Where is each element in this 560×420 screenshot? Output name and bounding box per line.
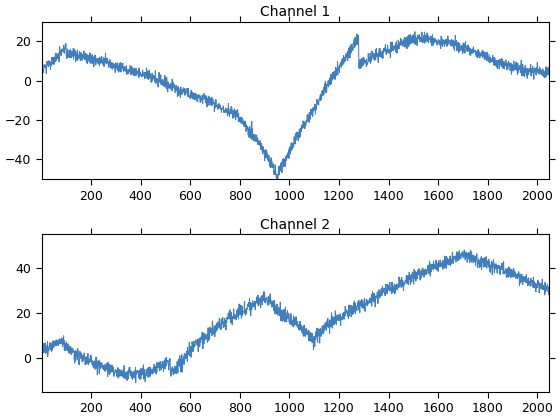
Title: Channel 1: Channel 1 [260, 5, 330, 19]
Title: Channel 2: Channel 2 [260, 218, 330, 231]
